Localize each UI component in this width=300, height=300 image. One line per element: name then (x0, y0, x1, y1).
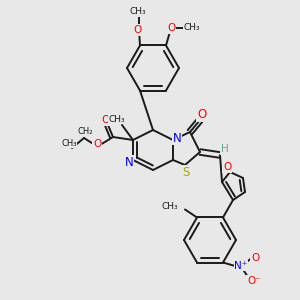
Text: O⁻: O⁻ (247, 275, 261, 286)
Text: CH₃: CH₃ (109, 115, 125, 124)
Text: O: O (93, 139, 101, 149)
Text: S: S (182, 166, 190, 178)
Text: O: O (134, 25, 142, 35)
Text: H: H (221, 144, 229, 154)
Text: N: N (124, 155, 134, 169)
Text: O: O (167, 23, 175, 33)
Text: CH₃: CH₃ (130, 8, 146, 16)
Text: O: O (223, 162, 231, 172)
Text: O: O (251, 253, 259, 262)
Text: CH₃: CH₃ (61, 139, 77, 148)
Text: O: O (102, 115, 110, 125)
Text: CH₃: CH₃ (161, 202, 178, 211)
Text: N: N (172, 131, 182, 145)
Text: O: O (197, 109, 207, 122)
Text: CH₃: CH₃ (184, 23, 200, 32)
Text: N⁺: N⁺ (234, 260, 248, 271)
Text: CH₂: CH₂ (77, 128, 93, 136)
